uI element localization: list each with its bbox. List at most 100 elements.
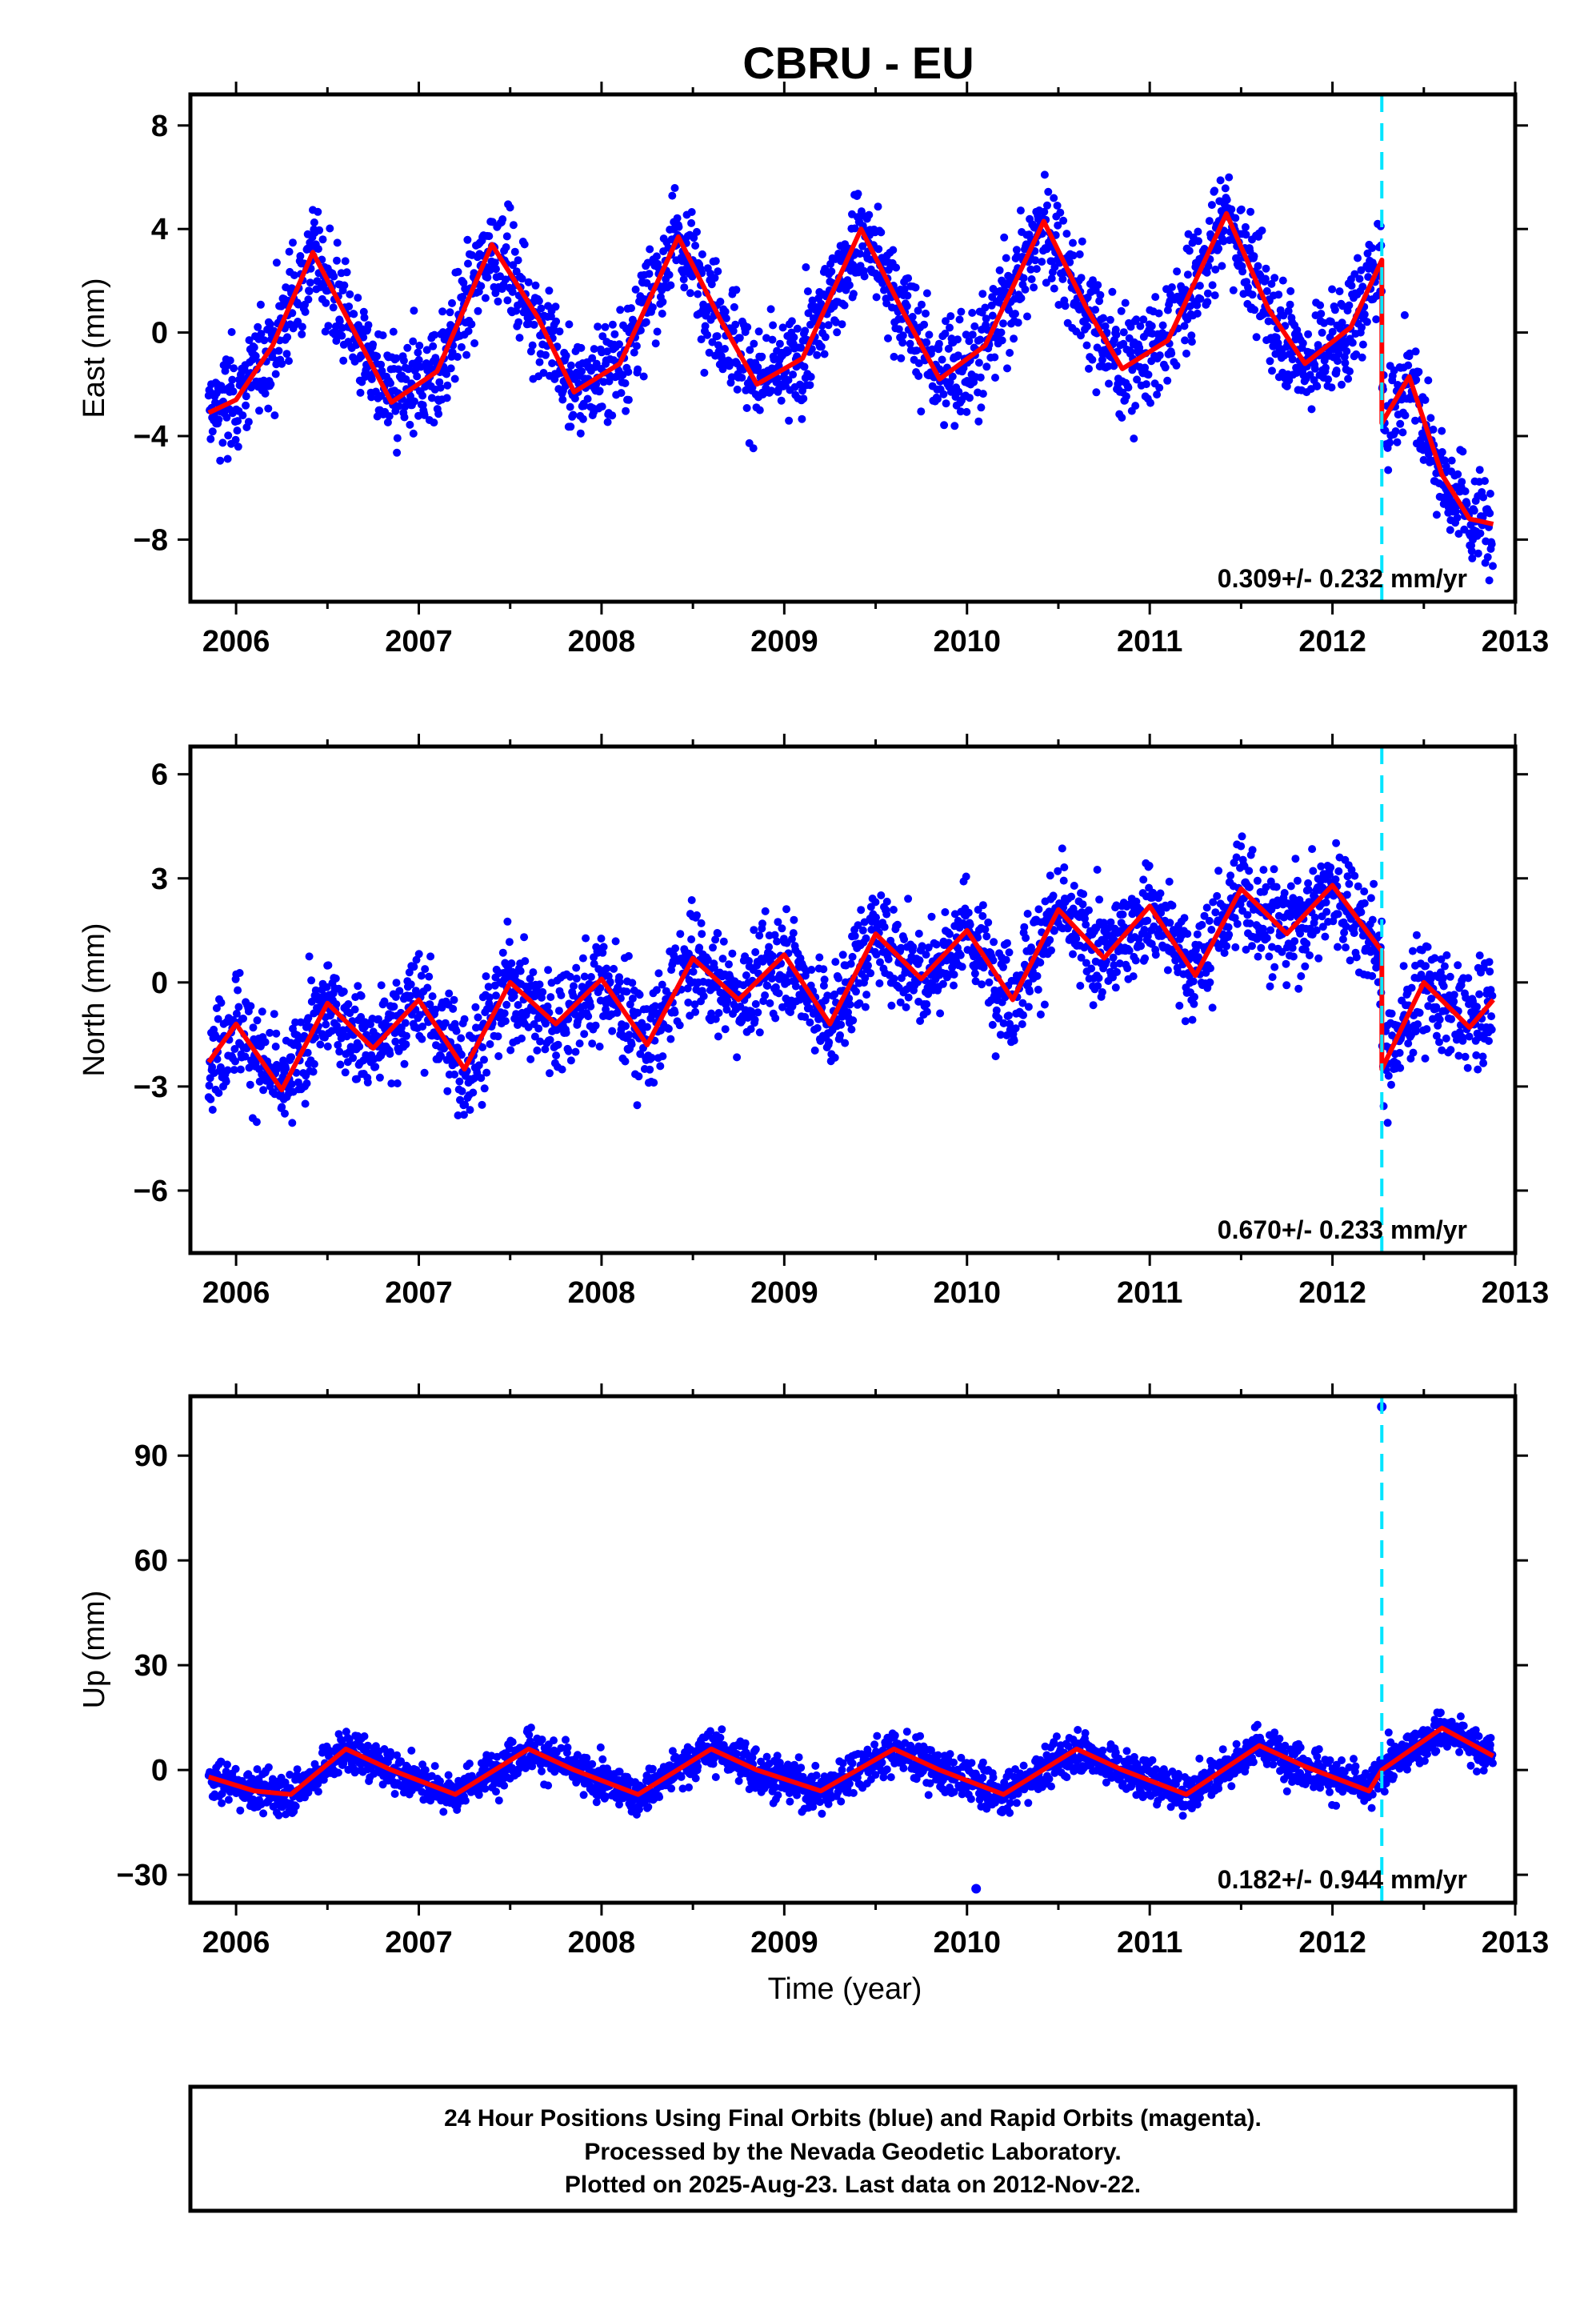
data-point: [1438, 1046, 1446, 1055]
data-point: [650, 1079, 658, 1087]
data-point: [882, 910, 891, 919]
data-point: [403, 343, 412, 352]
data-point: [1173, 267, 1182, 276]
data-point: [1446, 1046, 1455, 1055]
data-point: [990, 938, 998, 947]
data-point: [1036, 959, 1045, 967]
data-point: [1258, 924, 1267, 933]
data-point: [999, 963, 1007, 971]
data-point: [1202, 903, 1211, 912]
data-point: [1211, 908, 1220, 917]
data-point: [1358, 353, 1366, 362]
data-point: [1298, 338, 1307, 347]
data-point: [1203, 289, 1212, 298]
data-point: [1151, 293, 1160, 302]
data-point: [1265, 952, 1274, 961]
data-point: [1132, 315, 1141, 324]
data-point: [1261, 274, 1270, 283]
data-point: [755, 406, 764, 414]
data-point: [689, 967, 698, 976]
data-point: [1427, 995, 1435, 1003]
data-point: [939, 390, 948, 398]
data-point: [480, 1084, 489, 1093]
data-point: [1026, 987, 1034, 996]
data-point: [1454, 530, 1463, 538]
data-point: [1147, 939, 1156, 948]
data-point: [324, 961, 333, 970]
data-point: [461, 1100, 470, 1109]
data-point: [1137, 942, 1146, 951]
data-point: [529, 968, 538, 977]
data-point: [1210, 186, 1219, 195]
data-point: [554, 1040, 562, 1049]
data-point: [502, 1000, 511, 1009]
data-point: [900, 935, 909, 943]
data-point: [410, 397, 418, 406]
data-point: [793, 324, 802, 333]
data-point: [703, 330, 712, 339]
data-point: [576, 429, 585, 438]
data-point: [413, 372, 422, 381]
data-point: [991, 1052, 1000, 1061]
data-point: [1442, 951, 1451, 959]
data-point: [594, 322, 602, 331]
data-point: [628, 995, 637, 1003]
data-point: [380, 997, 389, 1006]
data-point: [266, 320, 274, 329]
data-point: [1066, 258, 1074, 266]
data-point: [916, 1017, 925, 1025]
data-point: [501, 275, 510, 284]
data-point: [714, 929, 722, 938]
data-point: [405, 968, 414, 977]
data-point: [948, 372, 957, 381]
data-point: [867, 925, 876, 934]
data-point: [558, 395, 567, 404]
data-point: [1043, 201, 1051, 210]
data-point: [399, 356, 408, 365]
data-point: [731, 320, 740, 329]
data-point: [385, 412, 394, 421]
data-point: [1077, 331, 1085, 340]
data-point: [942, 399, 950, 408]
data-point: [1099, 919, 1108, 927]
data-point: [861, 974, 870, 983]
data-point: [230, 1066, 238, 1075]
data-point: [514, 1001, 522, 1009]
fit-line: [207, 210, 1494, 526]
data-point: [1450, 997, 1458, 1006]
data-point: [833, 328, 842, 337]
data-point: [569, 410, 578, 419]
data-point: [214, 415, 223, 424]
data-point: [503, 296, 512, 305]
data-point: [1118, 910, 1127, 919]
data-point: [530, 320, 538, 329]
data-point: [341, 257, 350, 266]
data-point: [311, 1033, 320, 1042]
data-point: [755, 1028, 764, 1037]
data-point: [1488, 605, 1496, 613]
data-point: [1278, 276, 1287, 285]
data-point: [707, 280, 716, 289]
data-point: [850, 931, 859, 940]
data-point: [693, 227, 701, 236]
data-point: [494, 1032, 502, 1041]
data-point: [406, 980, 415, 989]
data-point: [798, 386, 806, 395]
data-point: [1458, 1036, 1467, 1045]
data-point: [1108, 287, 1117, 296]
data-point: [316, 1040, 325, 1049]
data-point: [1447, 456, 1456, 465]
data-point: [1183, 930, 1192, 939]
data-point: [486, 1040, 494, 1048]
x-tick-label: 2010: [933, 1276, 1001, 1310]
data-point: [643, 1023, 651, 1031]
data-point: [1437, 955, 1446, 963]
data-point: [222, 1077, 230, 1086]
data-point: [530, 1032, 539, 1041]
data-point: [1280, 889, 1289, 897]
data-point: [303, 1048, 312, 1057]
data-point: [236, 1065, 245, 1074]
data-point: [697, 919, 706, 927]
data-point: [1338, 935, 1347, 943]
data-point: [806, 373, 815, 381]
